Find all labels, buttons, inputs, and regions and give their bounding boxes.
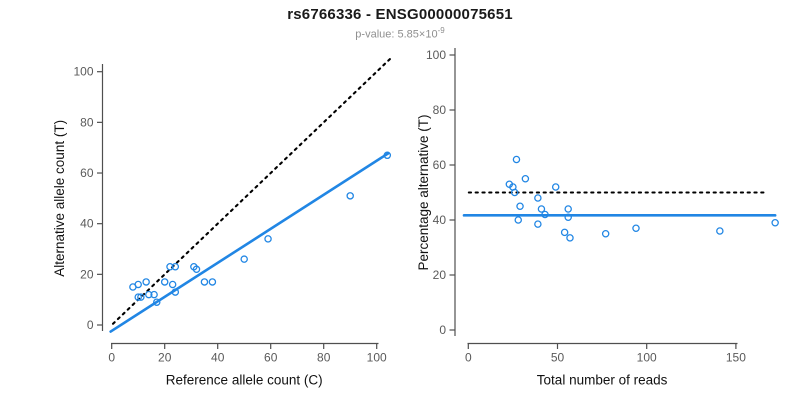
y-tick-label: 0 (87, 318, 94, 332)
figure-title: rs6766336 - ENSG00000075651 (287, 6, 513, 23)
y-tick-label: 100 (73, 65, 93, 79)
data-point (152, 298, 161, 306)
y-tick-label: 80 (80, 115, 94, 129)
data-point (346, 192, 354, 200)
y-axis-title: Alternative allele count (T) (52, 120, 67, 277)
x-tick-label: 40 (211, 351, 225, 365)
y-tick-label: 60 (433, 158, 447, 172)
y-tick-label: 20 (433, 268, 447, 282)
x-tick-label: 80 (317, 351, 331, 365)
pvalue-exponent: -9 (437, 26, 445, 35)
y-tick-label: 40 (80, 217, 94, 231)
x-tick-label: 150 (726, 351, 746, 365)
data-point (541, 210, 549, 219)
left-plot-allele-counts: 0 20 40 60 80 100 0 20 40 60 80 100 Reference allele… (52, 55, 394, 388)
data-point (516, 202, 524, 210)
y-tick-label: 80 (433, 103, 447, 117)
data-point (264, 235, 272, 243)
data-point (137, 293, 145, 301)
data-point (160, 278, 169, 286)
data-point (510, 188, 519, 197)
data-point (166, 262, 174, 271)
data-point (240, 255, 248, 263)
figure-subtitle: p-value: 5.85×10-9 (0, 26, 800, 41)
data-point (534, 220, 542, 228)
data-point (142, 278, 150, 286)
data-point (601, 229, 610, 238)
x-axis-title: Total number of reads (537, 373, 668, 388)
data-point (537, 205, 546, 213)
x-axis-title: Reference allele count (C) (166, 373, 323, 388)
data-point (200, 278, 209, 286)
data-point (632, 224, 640, 232)
data-point (208, 278, 217, 286)
data-point (134, 293, 142, 301)
y-tick-label: 60 (80, 166, 94, 180)
data-point (771, 218, 779, 227)
x-tick-label: 100 (367, 351, 387, 365)
data-point (566, 234, 574, 242)
x-tick-label: 50 (551, 351, 565, 365)
y-tick-label: 100 (426, 48, 446, 62)
data-point (534, 194, 542, 202)
data-point (192, 265, 201, 274)
y-tick-label: 40 (433, 213, 447, 227)
right-plot-percentage: 0 20 40 60 80 100 0 50 100 150 Total number of rea… (416, 48, 779, 388)
data-point (564, 205, 572, 213)
data-point (560, 228, 569, 237)
data-point (168, 280, 177, 289)
regression-line (109, 151, 390, 333)
data-point (564, 213, 572, 221)
y-axis-title: Percentage alternative (T) (416, 114, 431, 270)
x-tick-label: 60 (264, 351, 278, 365)
y-tick-label: 20 (80, 267, 94, 281)
data-point (514, 216, 523, 224)
data-point (134, 280, 142, 289)
x-tick-label: 0 (465, 351, 472, 365)
x-tick-label: 20 (158, 351, 172, 365)
y-tick-label: 0 (439, 323, 446, 337)
pvalue-text: p-value: 5.85×10 (355, 28, 438, 41)
data-point (512, 155, 521, 164)
data-point (521, 174, 530, 183)
data-point (171, 288, 180, 296)
identity-line (111, 55, 394, 325)
data-point (551, 183, 560, 191)
data-point (716, 227, 724, 235)
x-tick-label: 0 (108, 351, 115, 365)
data-point (145, 290, 153, 299)
data-point (150, 290, 158, 299)
data-point (383, 151, 392, 160)
data-point (171, 262, 180, 271)
x-tick-label: 100 (637, 351, 657, 365)
